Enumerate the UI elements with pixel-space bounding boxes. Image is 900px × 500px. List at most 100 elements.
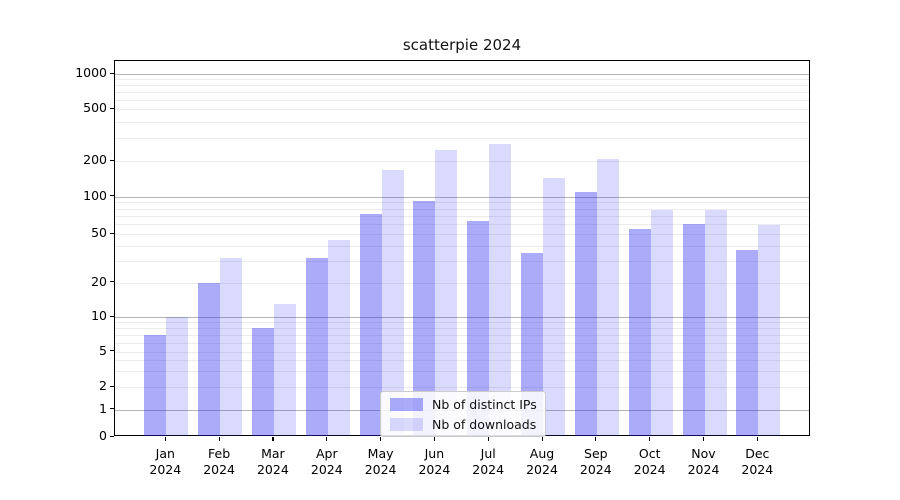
x-tick-label: Mar 2024 <box>238 446 308 478</box>
x-tick-label: Jun 2024 <box>399 446 469 478</box>
gridline-major <box>115 74 809 75</box>
x-tick <box>756 437 758 441</box>
bar-downloads <box>381 170 404 436</box>
x-tick-month: Feb <box>208 446 231 461</box>
gridline-minor <box>115 322 809 324</box>
x-tick <box>541 437 543 441</box>
y-tick-label: 0 <box>99 428 107 443</box>
x-tick-month: Oct <box>638 446 661 461</box>
gridline-minor <box>115 351 809 353</box>
gridline-minor <box>115 371 809 373</box>
x-tick-month: May <box>367 446 394 461</box>
bar-distinct-ips <box>305 257 328 436</box>
x-tick-month: Jul <box>480 446 496 461</box>
y-tick <box>110 159 114 161</box>
gridline-minor <box>115 224 809 226</box>
gridline-major <box>115 196 809 198</box>
gridline-minor <box>115 208 809 210</box>
x-tick-month: Jan <box>155 446 175 461</box>
bar-distinct-ips <box>628 229 651 436</box>
y-tick-label: 100 <box>83 187 107 203</box>
x-tick-month: Dec <box>745 446 770 461</box>
x-tick-month: Mar <box>261 446 285 461</box>
x-tick <box>649 437 651 441</box>
bar-downloads <box>650 209 673 436</box>
x-tick-month: Nov <box>691 446 716 461</box>
gridline-minor <box>115 282 809 284</box>
x-tick-label: Oct 2024 <box>615 446 685 478</box>
gridline-minor <box>115 92 809 94</box>
gridline-major <box>115 317 809 318</box>
y-tick <box>110 350 114 352</box>
bar-downloads <box>596 159 619 436</box>
gridline-minor <box>115 202 809 204</box>
x-tick-year: 2024 <box>741 462 774 477</box>
y-tick-label: 500 <box>83 100 107 116</box>
x-tick-year: 2024 <box>633 462 666 477</box>
x-tick-year: 2024 <box>310 462 343 477</box>
bar-distinct-ips <box>682 223 705 436</box>
x-tick-year: 2024 <box>687 462 720 477</box>
gridline-minor <box>115 246 809 248</box>
bar-distinct-ips <box>198 282 221 436</box>
gridline-minor <box>115 216 809 218</box>
legend-swatch-downloads <box>390 417 423 431</box>
x-tick <box>272 437 274 441</box>
y-tick-label: 5 <box>99 342 107 358</box>
y-tick-label: 10 <box>91 308 107 323</box>
x-tick-label: Dec 2024 <box>722 446 792 478</box>
x-tick-year: 2024 <box>579 462 612 477</box>
x-tick-year: 2024 <box>472 462 505 477</box>
y-tick-label: 1000 <box>75 65 107 80</box>
x-tick-label: May 2024 <box>346 446 416 478</box>
gridline-minor <box>115 109 809 111</box>
x-tick <box>487 437 489 441</box>
x-tick-year: 2024 <box>149 462 182 477</box>
x-tick-label: Apr 2024 <box>292 446 362 478</box>
x-tick <box>164 437 166 441</box>
bar-downloads <box>435 149 458 436</box>
bar-downloads <box>273 304 296 436</box>
gridline-minor <box>115 360 809 362</box>
y-tick <box>110 107 114 109</box>
x-tick-label: Nov 2024 <box>669 446 739 478</box>
gridline-minor <box>115 121 809 123</box>
bar-distinct-ips <box>413 201 436 436</box>
bar-distinct-ips <box>359 213 382 436</box>
x-tick-month: Aug <box>529 446 555 461</box>
bar-distinct-ips <box>736 250 759 436</box>
bar-downloads <box>543 178 565 436</box>
x-tick-label: Jan 2024 <box>130 446 200 478</box>
legend-label-distinct-ips: Nb of distinct IPs <box>432 396 537 412</box>
y-tick <box>110 195 114 197</box>
bar-distinct-ips <box>521 253 543 436</box>
bar-downloads <box>220 257 243 436</box>
gridline-minor <box>115 342 809 344</box>
x-tick-label: Jul 2024 <box>453 446 523 478</box>
x-tick-label: Sep 2024 <box>561 446 631 478</box>
legend-entry-downloads: Nb of downloads <box>390 417 536 432</box>
y-tick-label: 50 <box>91 225 107 241</box>
x-tick <box>326 437 328 441</box>
x-tick-year: 2024 <box>418 462 451 477</box>
bar-downloads <box>166 317 189 436</box>
bar-distinct-ips <box>144 334 167 436</box>
bar-distinct-ips <box>467 220 490 436</box>
bar-downloads <box>704 209 727 436</box>
legend-swatch-distinct-ips <box>390 397 423 411</box>
x-tick <box>595 437 597 441</box>
y-tick <box>110 281 114 283</box>
x-tick <box>703 437 705 441</box>
x-tick-month: Sep <box>584 446 608 461</box>
bar-downloads <box>327 239 350 436</box>
x-tick-label: Feb 2024 <box>184 446 254 478</box>
x-tick-year: 2024 <box>203 462 235 477</box>
y-tick <box>110 435 114 437</box>
x-tick-year: 2024 <box>526 462 558 477</box>
gridline-minor <box>115 161 809 162</box>
gridline-minor <box>115 138 809 140</box>
plot-area <box>114 60 810 436</box>
bar-downloads <box>489 143 512 436</box>
y-tick-label: 20 <box>91 273 107 289</box>
